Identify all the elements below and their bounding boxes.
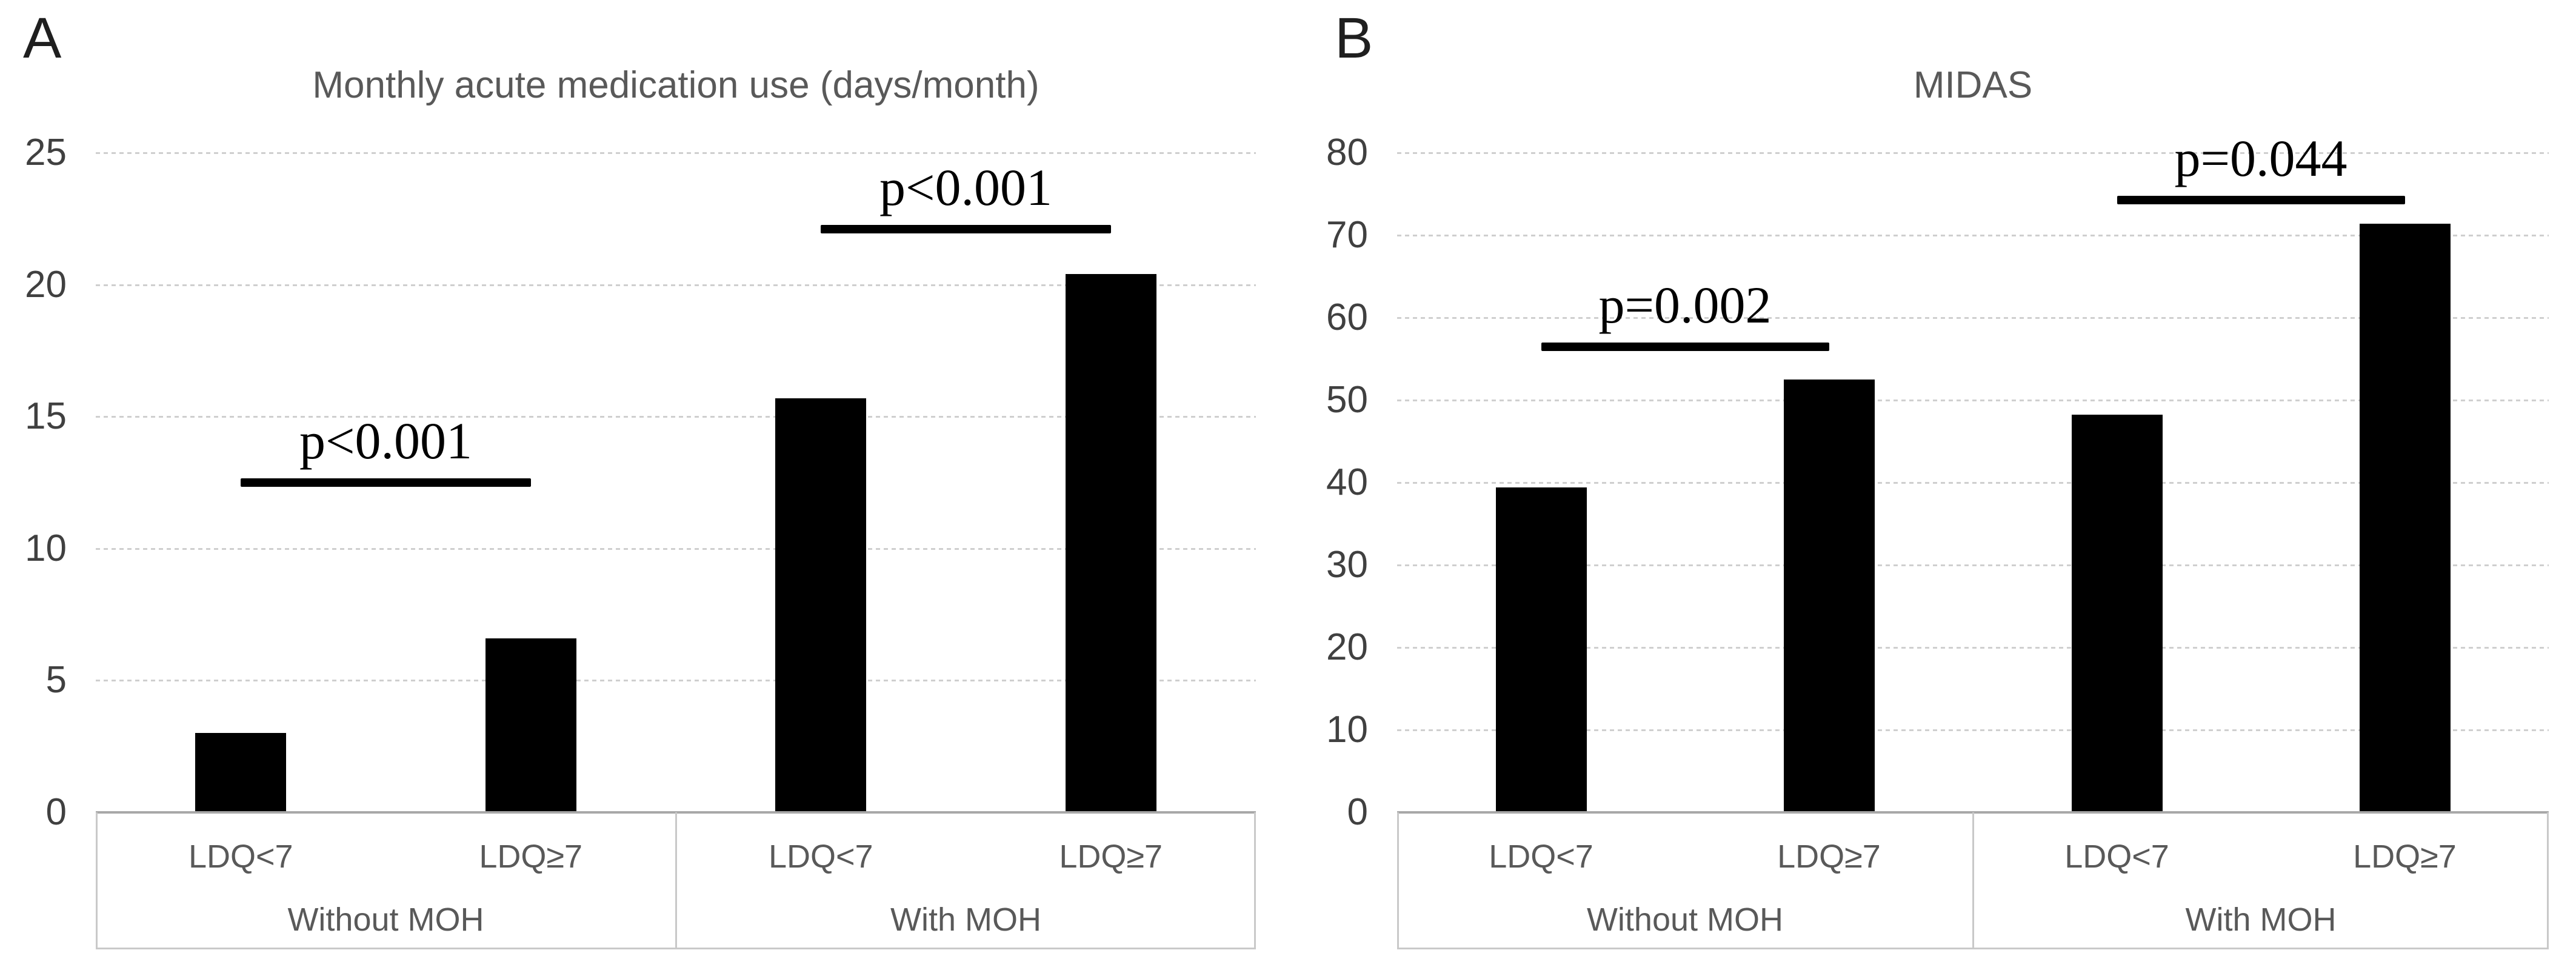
category-label: LDQ<7	[1489, 838, 1593, 875]
y-axis-tick-label: 60	[1326, 296, 1368, 338]
y-axis-tick-label: 15	[25, 395, 67, 438]
bar	[775, 398, 867, 812]
category-label: LDQ≥7	[479, 838, 583, 875]
bar	[1065, 274, 1156, 812]
y-axis-tick-label: 70	[1326, 214, 1368, 256]
group-label: Without MOH	[287, 901, 484, 938]
category-box-border	[96, 812, 98, 949]
category-group-divider	[1972, 812, 1974, 949]
gridline	[1397, 729, 2549, 731]
bar	[195, 733, 287, 812]
y-axis-tick-label: 10	[1326, 709, 1368, 751]
y-axis-tick-label: 5	[45, 659, 67, 701]
bar	[1495, 487, 1587, 812]
category-label: LDQ<7	[2064, 838, 2169, 875]
plot-area-b: 0 10 20 30 40 50 60 70 80 LDQ<7 LDQ≥7 LDQ<7 LDQ≥7 Wit…	[1288, 0, 2576, 970]
significance-line	[821, 225, 1111, 234]
gridline	[96, 152, 1256, 154]
category-box-border	[1397, 948, 2549, 949]
significance-label: p<0.001	[299, 412, 472, 470]
gridline	[1397, 152, 2549, 154]
gridline	[1397, 482, 2549, 484]
panel-label-b: B	[1335, 6, 1374, 70]
category-box-border	[1397, 812, 1399, 949]
panel-b: B MIDAS 0 10 20 30 40 50 60 70 80 LDQ<7 LDQ≥7 LDQ<7…	[1288, 0, 2576, 970]
group-label: With MOH	[2185, 901, 2337, 938]
y-axis-tick-label: 25	[25, 132, 67, 173]
panel-label-a: A	[23, 6, 62, 70]
panel-a: A Monthly acute medication use (days/mon…	[23, 6, 1256, 949]
y-axis-tick-label: 0	[45, 791, 67, 833]
bar	[2359, 223, 2451, 812]
category-label: LDQ<7	[188, 838, 293, 875]
gridline	[96, 547, 1256, 550]
gridline	[1397, 400, 2549, 401]
category-box-border	[1254, 812, 1256, 949]
chart-title-b: MIDAS	[1913, 64, 2033, 106]
y-axis-tick-label: 80	[1326, 132, 1368, 173]
gridline	[1397, 317, 2549, 319]
category-box-border	[2547, 812, 2549, 949]
significance-label: p=0.002	[1598, 275, 1772, 334]
significance-line	[241, 478, 531, 487]
category-label: LDQ≥7	[1777, 838, 1881, 875]
y-axis-tick-label: 20	[25, 263, 67, 306]
category-label: LDQ≥7	[1059, 838, 1163, 875]
gridline	[96, 416, 1256, 418]
group-label: With MOH	[890, 901, 1041, 938]
significance-label: p<0.001	[879, 158, 1052, 217]
gridline	[1397, 564, 2549, 566]
significance-line	[1541, 342, 1829, 351]
y-axis-tick-label: 40	[1326, 461, 1368, 503]
bar	[1783, 380, 1875, 812]
y-axis-tick-label: 10	[25, 527, 67, 569]
y-axis-tick-label: 50	[1326, 379, 1368, 421]
y-axis-tick-label: 30	[1326, 544, 1368, 586]
chart-title-a: Monthly acute medication use (days/month…	[312, 64, 1039, 106]
significance-line	[2117, 195, 2405, 204]
gridline	[1397, 647, 2549, 649]
gridline	[96, 284, 1256, 286]
category-label: LDQ≥7	[2353, 838, 2457, 875]
bar	[2071, 415, 2163, 812]
category-label: LDQ<7	[768, 838, 873, 875]
bar	[485, 638, 576, 812]
category-group-divider	[675, 812, 677, 949]
group-label: Without MOH	[1586, 901, 1784, 938]
y-axis-tick-label: 20	[1326, 626, 1368, 668]
significance-label: p=0.044	[2174, 129, 2347, 187]
y-axis-tick-label: 0	[1347, 791, 1368, 833]
gridline	[1397, 235, 2549, 236]
gridline	[96, 680, 1256, 682]
plot-area-a: 0 5 10 15 20 25 LDQ<7 LDQ≥7 LDQ<7 LDQ≥7 Without MO…	[25, 132, 1256, 949]
category-box-border	[96, 948, 1256, 949]
